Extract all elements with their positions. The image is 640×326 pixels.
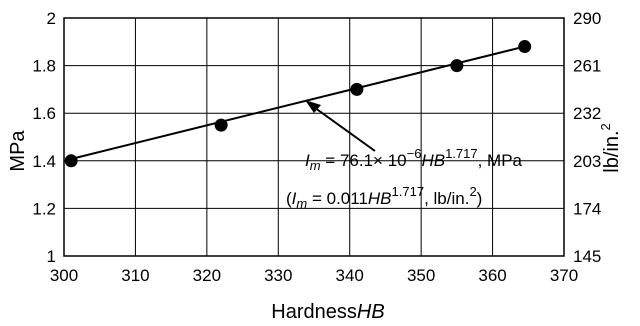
y-tick-labels: 1 1.2 1.4 1.6 1.8 2 [32, 9, 56, 266]
plot-frame [63, 17, 565, 257]
x-tick-label: 350 [407, 266, 435, 285]
y2-tick-label: 203 [573, 152, 601, 171]
eq1-unit: , MPa [478, 151, 523, 170]
eq1-exp2: 1.717 [445, 146, 478, 161]
y-tick-label: 1 [47, 247, 56, 266]
annotation-arrow-line [310, 104, 376, 152]
x-tick-labels: 300 310 320 330 340 350 360 370 [50, 266, 578, 285]
eq1-I: I [305, 151, 310, 170]
eq1-exp1: −6 [407, 146, 422, 161]
y2-tick-labels: 145 174 203 232 261 290 [573, 9, 601, 266]
annotation-arrowhead [305, 100, 321, 113]
eq2-exp2: 1.717 [392, 184, 425, 199]
y-tick-label: 2 [47, 9, 56, 28]
data-point [450, 59, 464, 73]
x-axis-label-main: Hardness [271, 301, 357, 323]
eq2-I: I [292, 189, 297, 208]
data-point [518, 40, 532, 54]
y-tick-label: 1.2 [32, 199, 56, 218]
x-axis-label-var: HB [357, 301, 385, 323]
fit-line [67, 45, 525, 161]
eq1-HB: HB [421, 151, 445, 170]
x-tick-label: 340 [336, 266, 364, 285]
eq2-HB: HB [368, 189, 392, 208]
data-point [64, 154, 78, 168]
y2-tick-label: 174 [573, 199, 601, 218]
x-tick-label: 330 [264, 266, 292, 285]
y-tick-label: 1.6 [32, 104, 56, 123]
data-point [350, 82, 364, 96]
y2-axis-label-main: lb/in. [601, 130, 623, 172]
y2-tick-label: 261 [573, 57, 601, 76]
y2-axis-label-sup: 2 [598, 123, 613, 130]
eq1-m: m [310, 158, 321, 173]
eq2-unit: , lb/in. [424, 189, 469, 208]
data-points [64, 40, 532, 168]
x-tick-label: 310 [121, 266, 149, 285]
x-tick-label: 360 [478, 266, 506, 285]
eq2-close: ) [477, 189, 483, 208]
x-tick-label: 320 [193, 266, 221, 285]
y-axis-label: MPa [7, 130, 29, 172]
x-tick-label: 300 [50, 266, 78, 285]
eq2-open: ( [286, 189, 292, 208]
equation-mpa: Im = 76.1× 10−6HB1.717, MPa [305, 146, 523, 173]
y2-tick-label: 145 [573, 247, 601, 266]
grid-lines [63, 17, 565, 257]
x-tick-label: 370 [550, 266, 578, 285]
y2-tick-label: 290 [573, 9, 601, 28]
y2-tick-label: 232 [573, 104, 601, 123]
data-point [214, 118, 228, 132]
eq2-sup: 2 [469, 184, 476, 199]
y-tick-label: 1.4 [32, 152, 56, 171]
y2-axis-label: lb/in.2 [598, 123, 623, 172]
equation-lb: (Im = 0.011HB1.717, lb/in.2) [286, 184, 482, 211]
x-axis-label: HardnessHB [271, 301, 384, 323]
eq1-part1: = 76.1× 10 [321, 151, 407, 170]
eq2-m: m [296, 196, 307, 211]
eq2-part1: = 0.011 [307, 189, 368, 208]
y-tick-label: 1.8 [32, 57, 56, 76]
